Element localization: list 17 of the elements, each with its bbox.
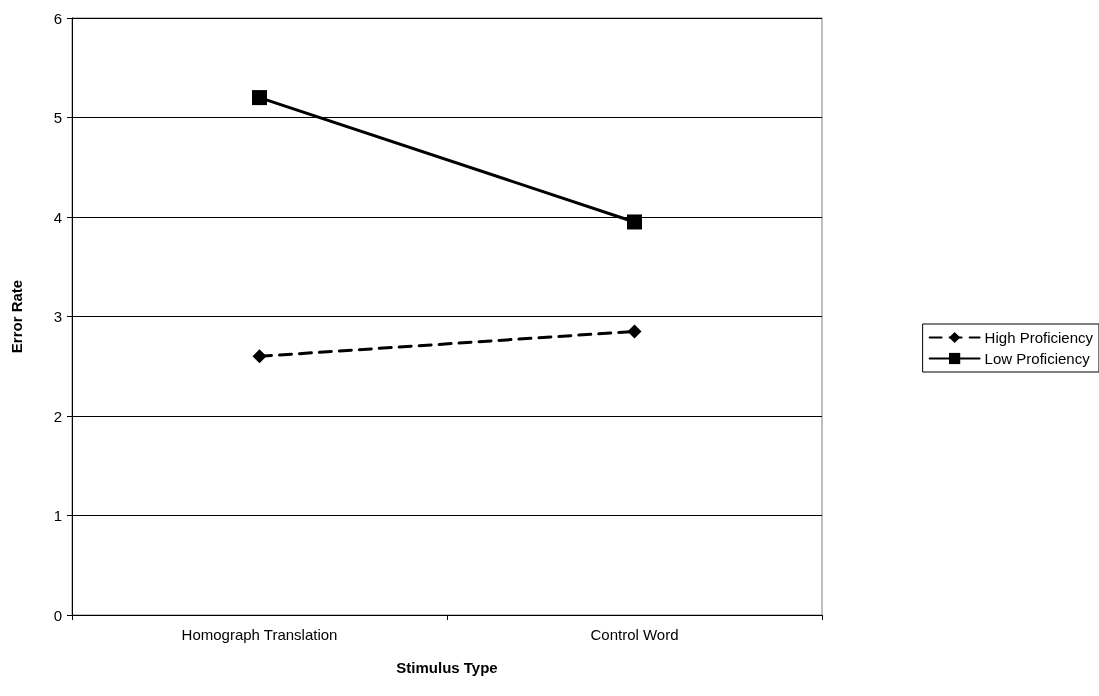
point: [252, 349, 267, 364]
y-tick-label: 0: [53, 606, 62, 624]
legend-label: High Proficiency: [984, 329, 1094, 346]
y-tick-label: 3: [53, 308, 62, 325]
y-tick-label: 2: [53, 407, 62, 425]
x-tick-label: Control Word: [590, 626, 679, 643]
point: [627, 324, 642, 339]
y-axis-title: Error Rate: [8, 279, 25, 354]
legend-label: Low Proficiency: [984, 350, 1091, 367]
point: [627, 214, 642, 230]
y-tick-label: 6: [53, 9, 62, 27]
y-tick-label: 1: [53, 507, 62, 524]
point: [252, 90, 267, 106]
x-tick-label: Homograph Translation: [181, 626, 338, 643]
y-tick-label: 5: [53, 109, 62, 126]
y-tick-label: 4: [53, 208, 62, 226]
x-axis-title: Stimulus Type: [396, 659, 498, 676]
